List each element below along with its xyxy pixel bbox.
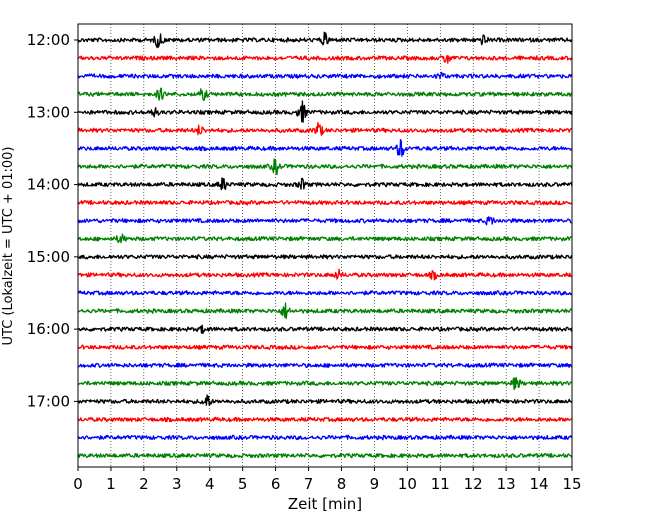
seismogram-trace — [77, 31, 573, 49]
seismogram-trace — [77, 158, 573, 176]
y-tick-label: 14:00 — [27, 176, 70, 194]
seismogram-trace — [77, 268, 573, 281]
seismogram-trace — [77, 302, 573, 320]
x-axis-label: Zeit [min] — [288, 495, 362, 513]
x-tick-label: 2 — [139, 475, 149, 493]
seismogram-trace — [77, 254, 573, 260]
x-tick-label: 13 — [497, 475, 516, 493]
plot-frame — [77, 23, 573, 468]
x-tick-label: 4 — [205, 475, 215, 493]
seismogram-trace — [77, 216, 573, 226]
seismogram-trace — [77, 177, 573, 191]
y-tick-label: 16:00 — [27, 320, 70, 338]
seismogram-trace — [77, 233, 573, 244]
seismogram-trace — [77, 452, 573, 459]
x-tick-label: 6 — [271, 475, 281, 493]
x-tick-label: 12 — [464, 475, 483, 493]
x-tick-label: 7 — [304, 475, 314, 493]
y-tick-label: 12:00 — [27, 31, 70, 49]
y-tick-label: 17:00 — [27, 392, 70, 410]
y-axis: 12:00 13:00 14:00 15:00 16:00 17:00 — [27, 31, 78, 410]
seismogram-trace — [77, 290, 573, 296]
y-tick-label: 13:00 — [27, 103, 70, 121]
x-tick-label: 1 — [106, 475, 116, 493]
x-tick-label: 8 — [337, 475, 347, 493]
seismogram-trace — [77, 344, 573, 350]
trace-lines — [77, 31, 573, 459]
x-tick-label: 0 — [73, 475, 83, 493]
seismogram-trace — [77, 377, 573, 391]
seismogram-trace — [77, 324, 573, 335]
seismogram-trace — [77, 416, 573, 423]
seismogram-trace — [77, 87, 573, 101]
y-axis-label: UTC (Lokalzeit = UTC + 01:00) — [1, 147, 16, 346]
grid-lines — [110, 24, 540, 467]
seismogram-trace — [77, 54, 573, 64]
x-tick-label: 11 — [431, 475, 450, 493]
x-tick-label: 5 — [238, 475, 248, 493]
seismogram-trace — [77, 138, 573, 157]
x-tick-label: 10 — [398, 475, 417, 493]
x-tick-label: 3 — [172, 475, 182, 493]
seismogram-trace — [77, 121, 573, 136]
seismogram-trace — [77, 199, 573, 206]
x-tick-label: 15 — [562, 475, 581, 493]
seismogram-trace — [77, 71, 573, 80]
y-tick-label: 15:00 — [27, 248, 70, 266]
seismogram-trace — [77, 100, 573, 123]
seismogram-trace — [77, 362, 573, 369]
seismogram-trace — [77, 394, 573, 406]
x-axis: 0 1 2 3 4 5 6 7 8 9 10 11 12 13 14 15 — [73, 467, 582, 493]
x-tick-label: 14 — [530, 475, 549, 493]
x-tick-label: 9 — [370, 475, 380, 493]
seismogram-trace — [77, 434, 573, 441]
